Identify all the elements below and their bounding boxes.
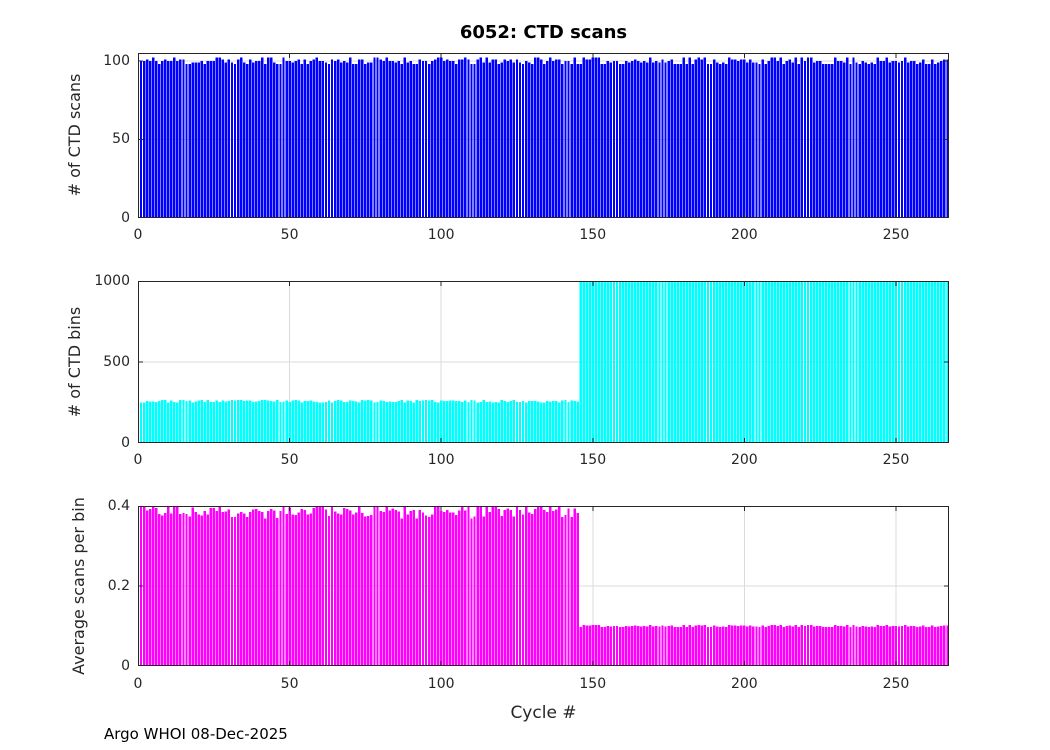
footer-note: Argo WHOI 08-Dec-2025 [104, 725, 288, 743]
y-tick-label: 0.4 [107, 498, 130, 514]
y-tick-label: 100 [103, 52, 130, 69]
avg-scans-per-bin-plot [138, 506, 949, 666]
x-tick-label: 100 [427, 227, 455, 243]
x-tick-label: 50 [280, 227, 299, 243]
x-tick-label: 250 [882, 227, 910, 243]
y-tick-label: 1000 [94, 273, 130, 289]
x-tick-label: 150 [579, 452, 607, 468]
figure-title: 6052: CTD scans [459, 22, 628, 43]
x-tick-label: 100 [427, 452, 455, 468]
x-tick-label: 250 [882, 452, 910, 468]
x-tick-label: 100 [427, 676, 455, 692]
y-tick-label: 50 [112, 131, 130, 148]
x-tick-label: 200 [730, 227, 758, 243]
x-tick-label: 200 [730, 452, 758, 468]
y-tick-label: 0.2 [107, 578, 130, 594]
y-tick-label: 500 [103, 354, 130, 370]
y-tick-label: 0 [121, 658, 130, 674]
x-axis-label: Cycle # [510, 703, 577, 723]
x-tick-label: 50 [280, 676, 299, 692]
x-tick-label: 0 [133, 227, 143, 243]
x-tick-label: 250 [882, 676, 910, 692]
y-tick-label: 0 [121, 435, 130, 451]
ctd-bins-plot [138, 281, 949, 443]
x-tick-label: 0 [133, 452, 143, 468]
y-tick-label: 0 [121, 210, 130, 226]
x-tick-label: 150 [579, 676, 607, 692]
x-tick-label: 150 [579, 227, 607, 243]
x-tick-label: 0 [133, 676, 143, 692]
x-tick-label: 200 [730, 676, 758, 692]
ctd-scans-plot [138, 53, 949, 218]
x-tick-label: 50 [280, 452, 299, 468]
